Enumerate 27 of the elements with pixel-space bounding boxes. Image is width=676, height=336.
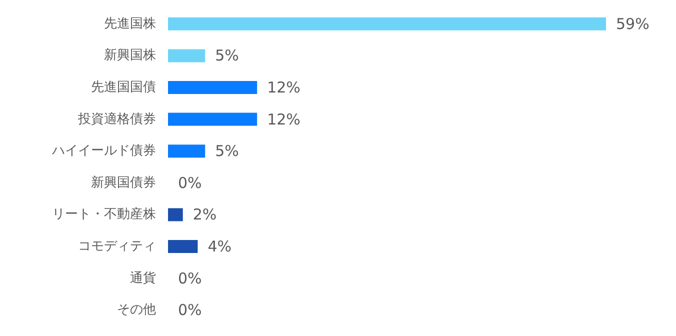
data-label: 12% [267,78,300,96]
data-label: 4% [208,238,232,256]
bar [168,81,258,94]
bar [168,17,606,30]
data-label: 12% [267,110,300,128]
y-tick-label: その他 [117,302,156,318]
y-tick-label: ハイイールド債券 [51,144,156,159]
data-label: 0% [178,301,202,320]
bar [168,112,258,126]
bar [168,240,198,253]
y-tick-label: 通貨 [130,270,156,286]
data-label: 59% [616,14,650,33]
data-label: 2% [192,206,217,224]
data-label: 0% [178,269,202,288]
y-tick-label: 新興国債券 [91,175,156,190]
y-tick-label: 投資適格債券 [77,110,156,127]
y-tick-label: リート・不動産株 [52,206,156,222]
y-tick-label: 先進国株 [104,16,156,32]
data-label: 5% [215,46,239,65]
bar [168,144,206,158]
y-tick-label: 先進国国債 [91,80,156,95]
data-label: 0% [178,174,202,192]
data-label: 5% [215,142,239,160]
y-tick-label: コモディティ [78,239,156,254]
bar [168,208,183,222]
bar [168,49,206,62]
y-tick-label: 新興国株 [104,48,156,64]
